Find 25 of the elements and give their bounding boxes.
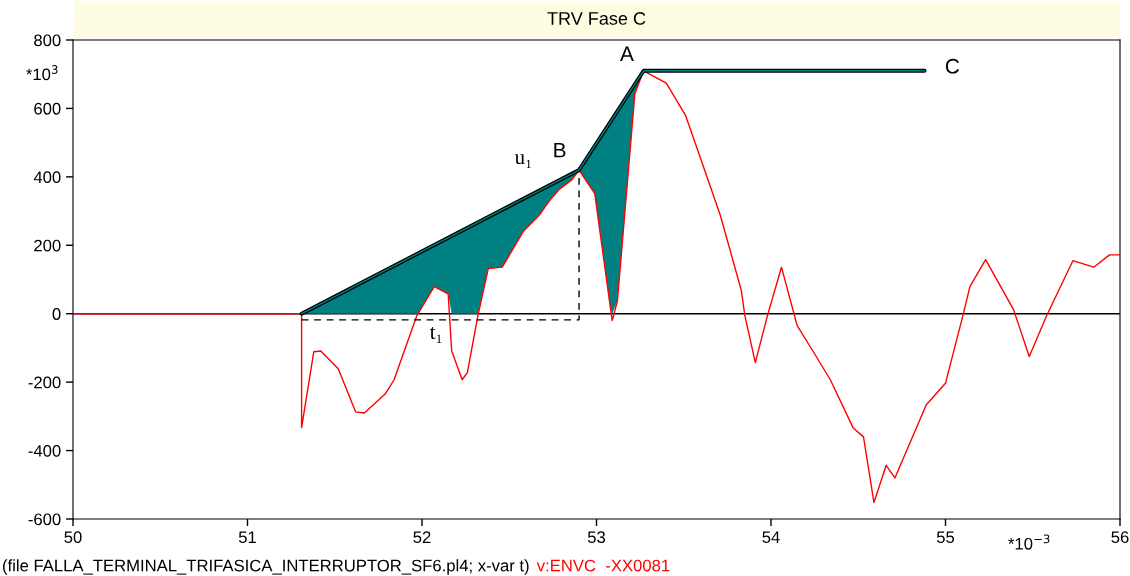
annotation: B — [554, 143, 566, 158]
x-tick-label: 54 — [762, 531, 780, 544]
x-tick-label: 51 — [238, 531, 256, 544]
x-tick-label: 52 — [413, 531, 431, 544]
annotation: A — [620, 46, 634, 61]
text: (file FALLA_TERMINAL_TRIFASICA_INTERRUPTOR_SF6.pl4; x-var t) — [3, 559, 529, 575]
y-tick-label: 400 — [33, 171, 61, 184]
annotation: t₁ — [429, 327, 442, 343]
y-tick-label: -400 — [28, 444, 61, 457]
text: v:ENVC -XX0081 — [536, 559, 670, 572]
x-tick-label: 56 — [1111, 531, 1129, 544]
y-tick-label: -600 — [28, 513, 61, 526]
chart-title: TRV Fase C — [547, 12, 646, 25]
x-tick-label: 53 — [587, 531, 606, 544]
y-tick-label: 200 — [34, 239, 61, 252]
y-tick-label: 600 — [34, 102, 61, 115]
text: *10$^{3}$ — [26, 65, 58, 81]
annotation: u₁ — [514, 154, 531, 169]
y-tick-label: 800 — [34, 34, 61, 47]
text: *10$^{−3}$ — [1008, 534, 1050, 550]
y-tick-label: 0 — [52, 308, 61, 320]
x-tick-label: 55 — [936, 531, 955, 544]
y-tick-label: -200 — [28, 376, 61, 389]
x-tick-label: 50 — [64, 531, 82, 544]
annotation: C — [945, 58, 960, 74]
